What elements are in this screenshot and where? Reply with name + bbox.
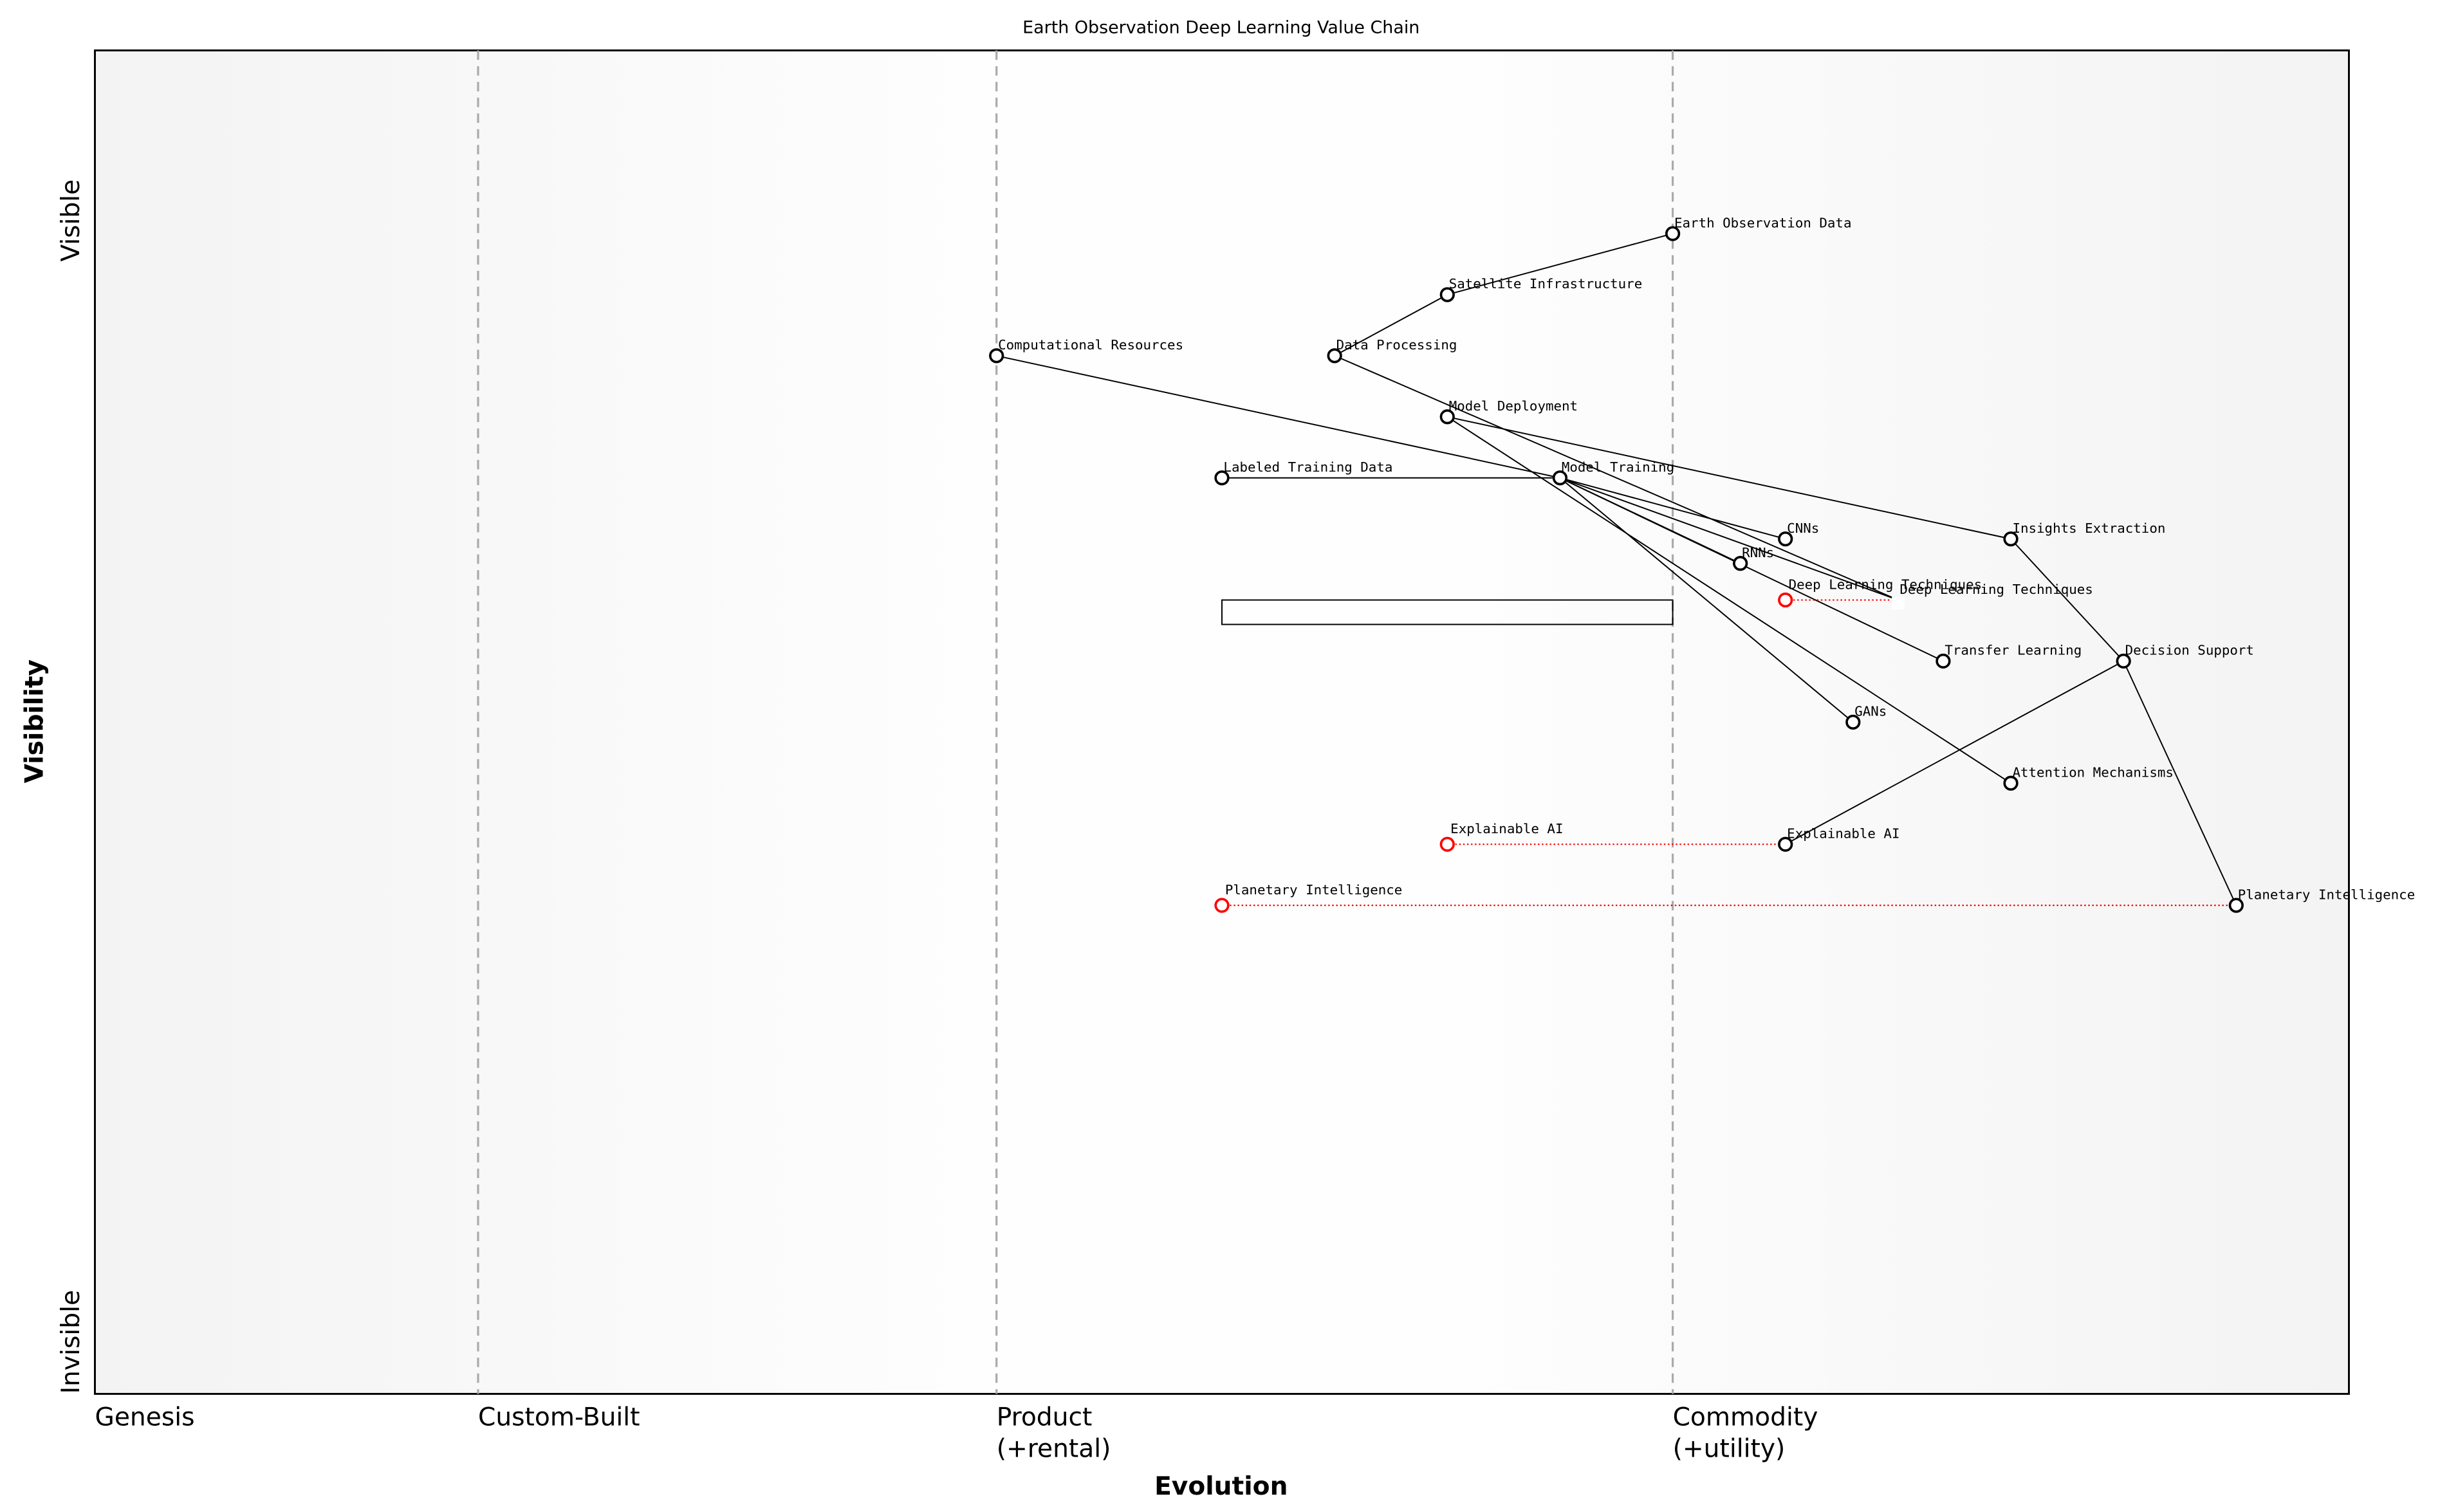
component-marker[interactable]	[1845, 714, 1861, 730]
dependency-link	[1560, 477, 1944, 662]
stage-sublabel: (+utility)	[1673, 1434, 1786, 1463]
y-axis-label: Visibility	[21, 659, 50, 783]
component-label: RNNs	[1742, 545, 1774, 560]
component-label: Satellite Infrastructure	[1449, 276, 1643, 291]
component-marker[interactable]	[989, 348, 1004, 364]
evolving-component-label: Explainable AI	[1450, 821, 1563, 836]
component-label: Model Deployment	[1449, 398, 1578, 414]
component-label: Insights Extraction	[2012, 521, 2165, 536]
component-marker[interactable]	[1214, 470, 1230, 486]
component-marker[interactable]	[1936, 653, 1951, 669]
component-marker[interactable]	[1665, 226, 1681, 241]
stage-sublabel: (+rental)	[997, 1434, 1111, 1463]
component-label: GANs	[1854, 704, 1887, 719]
dependency-link	[1334, 294, 1448, 356]
component-label: Planetary Intelligence	[2238, 887, 2415, 902]
component-marker[interactable]	[2116, 653, 2131, 669]
dependency-link	[1447, 233, 1673, 295]
component-marker[interactable]	[1778, 531, 1793, 547]
component-marker[interactable]	[1439, 409, 1455, 425]
stage-label: Custom-Built	[478, 1403, 640, 1432]
component-label: Explainable AI	[1787, 825, 1899, 841]
component-label: Attention Mechanisms	[2012, 764, 2173, 780]
dependency-link	[2123, 661, 2237, 906]
component-marker[interactable]	[2228, 898, 2244, 913]
dependency-link	[1560, 477, 1899, 601]
component-label: Computational Resources	[998, 337, 1183, 353]
component-marker[interactable]	[1778, 836, 1793, 852]
x-axis-label: Evolution	[1154, 1472, 1288, 1501]
component-box	[1221, 599, 1674, 625]
component-marker[interactable]	[2003, 531, 2019, 547]
component-label: CNNs	[1787, 521, 1819, 536]
evolving-component-marker[interactable]	[1214, 898, 1230, 913]
stage-label: Product	[997, 1403, 1093, 1432]
component-label: Transfer Learning	[1945, 643, 2082, 658]
component-marker[interactable]	[1327, 348, 1342, 364]
plot-area	[94, 49, 2350, 1395]
dependency-link	[2010, 538, 2124, 662]
evolving-component-marker[interactable]	[1439, 836, 1455, 852]
dependency-link	[1785, 660, 2124, 845]
component-marker[interactable]	[2003, 775, 2019, 791]
component-marker[interactable]	[1552, 470, 1568, 486]
dependency-link	[1559, 477, 1854, 723]
dependency-link	[996, 355, 1560, 479]
component-marker[interactable]	[1733, 555, 1748, 571]
component-marker[interactable]	[1892, 596, 1905, 610]
evolving-component-label: Deep Learning Techniques	[1789, 576, 1982, 592]
dependency-link	[1560, 477, 1786, 540]
component-label: Data Processing	[1336, 337, 1457, 353]
y-axis-top-label: Visible	[57, 180, 86, 262]
dependency-link	[1446, 416, 2011, 784]
component-label: Labeled Training Data	[1223, 459, 1392, 475]
dependency-link	[1334, 355, 1899, 601]
dependency-link	[1447, 416, 2011, 540]
evolving-component-marker[interactable]	[1778, 592, 1793, 608]
evolving-component-label: Planetary Intelligence	[1225, 882, 1402, 898]
component-label: Decision Support	[2125, 643, 2254, 658]
stage-label: Genesis	[95, 1403, 195, 1432]
component-marker[interactable]	[1439, 287, 1455, 302]
stage-label: Commodity	[1673, 1403, 1818, 1432]
chart-title: Earth Observation Deep Learning Value Ch…	[1022, 17, 1419, 37]
component-label: Deep Learning Techniques	[1899, 582, 2093, 597]
component-label: Earth Observation Data	[1674, 215, 1851, 230]
component-label: Model Training	[1562, 459, 1674, 475]
y-axis-bottom-label: Invisible	[57, 1290, 86, 1394]
